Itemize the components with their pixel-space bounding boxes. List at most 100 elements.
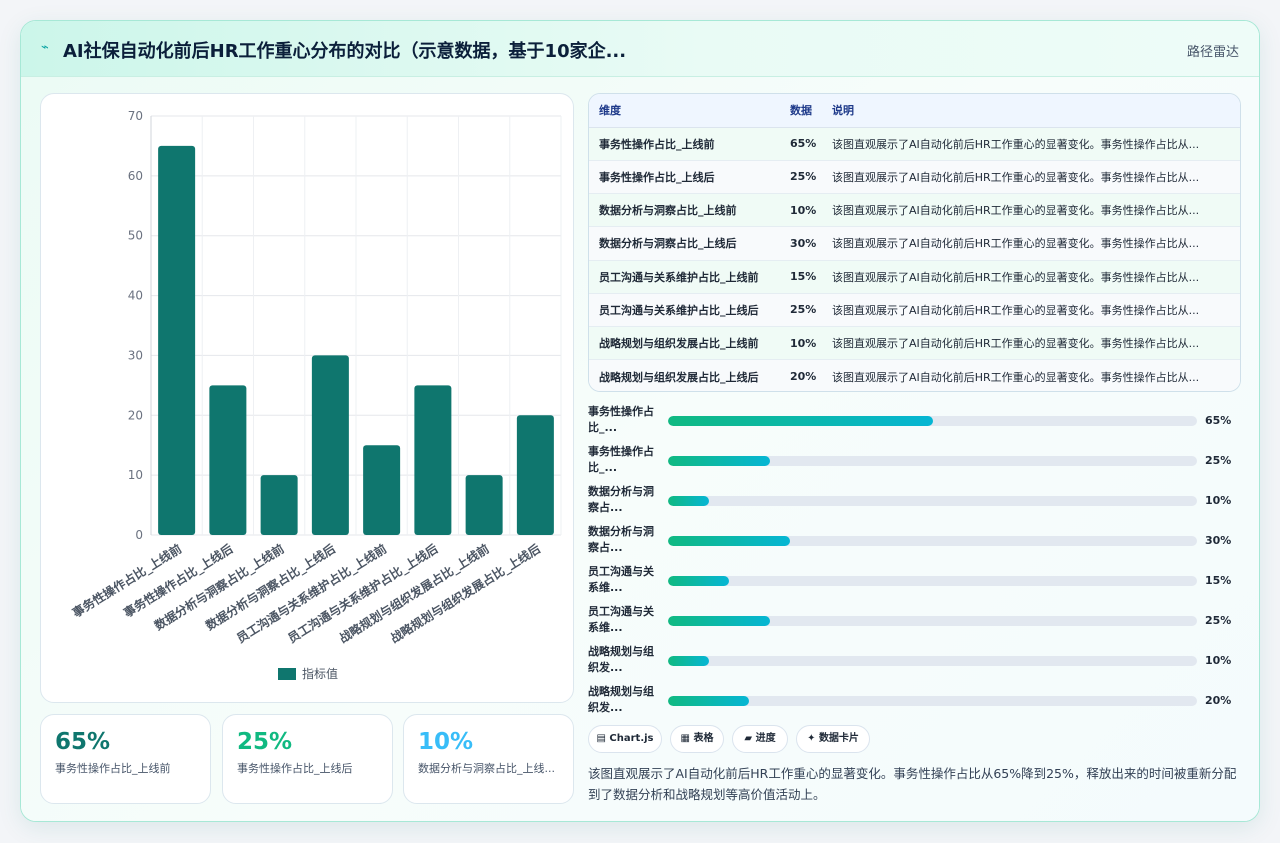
progress-track bbox=[668, 656, 1197, 666]
progress-row: 数据分析与洞察占... 30% bbox=[588, 521, 1241, 561]
progress-track bbox=[668, 456, 1197, 466]
kpi-value: 10% bbox=[418, 729, 474, 755]
progress-icon: ▰ bbox=[744, 733, 753, 744]
chip-data-card[interactable]: ✦ 数据卡片 bbox=[796, 725, 870, 753]
table-cell-value: 15% bbox=[780, 260, 822, 294]
y-tick-label: 20 bbox=[128, 408, 143, 422]
legend-label: 指标值 bbox=[302, 666, 338, 681]
y-tick-label: 70 bbox=[128, 109, 143, 123]
bolt-icon: ⌁ bbox=[41, 40, 49, 55]
table-row: 数据分析与洞察占比_上线后 30% 该图直观展示了AI自动化前后HR工作重心的显… bbox=[589, 226, 1240, 261]
progress-label: 战略规划与组织发... bbox=[588, 685, 654, 714]
table-row: 员工沟通与关系维护占比_上线前 15% 该图直观展示了AI自动化前后HR工作重心… bbox=[589, 260, 1240, 294]
chip-label: 数据卡片 bbox=[818, 733, 859, 744]
legend-swatch bbox=[278, 668, 296, 680]
table-icon: ▦ bbox=[680, 733, 690, 744]
progress-track bbox=[668, 616, 1197, 626]
progress-label: 事务性操作占比_... bbox=[588, 445, 654, 474]
progress-row: 数据分析与洞察占... 10% bbox=[588, 481, 1241, 521]
kpi-label: 数据分析与洞察占比_上线... bbox=[418, 762, 555, 775]
y-tick-label: 10 bbox=[128, 468, 143, 482]
y-tick-label: 0 bbox=[135, 528, 143, 542]
y-tick-label: 60 bbox=[128, 169, 143, 183]
data-table-panel: 维度 数据 说明 事务性操作占比_上线前 65% 该图直观展示了AI自动化前后H… bbox=[588, 93, 1241, 392]
kpi-label: 事务性操作占比_上线前 bbox=[55, 762, 171, 775]
progress-row: 战略规划与组织发... 20% bbox=[588, 681, 1241, 721]
table-cell-note: 该图直观展示了AI自动化前后HR工作重心的显著变化。事务性操作占比从... bbox=[822, 127, 1240, 161]
table-cell-value: 65% bbox=[780, 127, 822, 161]
progress-track bbox=[668, 536, 1197, 546]
table-cell-note: 该图直观展示了AI自动化前后HR工作重心的显著变化。事务性操作占比从... bbox=[822, 226, 1240, 261]
progress-fill bbox=[668, 416, 933, 426]
card-icon: ✦ bbox=[807, 733, 816, 744]
table-cell-dimension: 战略规划与组织发展占比_上线后 bbox=[589, 359, 780, 391]
progress-value: 65% bbox=[1205, 414, 1232, 427]
chip-label: 表格 bbox=[693, 733, 714, 744]
page-title: AI社保自动化前后HR工作重心分布的对比（示意数据，基于10家企... bbox=[63, 41, 627, 62]
progress-fill bbox=[668, 496, 709, 506]
progress-row: 事务性操作占比_... 25% bbox=[588, 441, 1241, 481]
table-cell-value: 25% bbox=[780, 293, 822, 328]
table-header-row: 维度 数据 说明 bbox=[589, 94, 1240, 128]
chip-table[interactable]: ▦ 表格 bbox=[670, 725, 724, 753]
progress-value: 15% bbox=[1205, 574, 1232, 587]
progress-row: 员工沟通与关系维... 25% bbox=[588, 601, 1241, 641]
progress-label: 战略规划与组织发... bbox=[588, 645, 654, 674]
table-row: 事务性操作占比_上线前 65% 该图直观展示了AI自动化前后HR工作重心的显著变… bbox=[589, 127, 1240, 161]
progress-list: 事务性操作占比_... 65% 事务性操作占比_... 25% 数据分析与洞察占... 1… bbox=[588, 401, 1241, 721]
bar bbox=[363, 445, 401, 535]
progress-fill bbox=[668, 536, 791, 546]
chip-chartjs[interactable]: ▤ Chart.js bbox=[588, 725, 662, 753]
progress-value: 10% bbox=[1205, 494, 1232, 507]
chart-icon: ▤ bbox=[596, 733, 606, 744]
bar bbox=[516, 415, 554, 535]
progress-row: 事务性操作占比_... 65% bbox=[588, 401, 1241, 441]
progress-value: 20% bbox=[1205, 694, 1232, 707]
bar bbox=[311, 355, 349, 535]
kpi-card: 10% 数据分析与洞察占比_上线... bbox=[403, 714, 574, 804]
table-cell-value: 10% bbox=[780, 193, 822, 228]
bar bbox=[209, 385, 247, 535]
y-tick-label: 50 bbox=[128, 229, 143, 243]
progress-fill bbox=[668, 576, 730, 586]
kpi-card: 25% 事务性操作占比_上线后 bbox=[222, 714, 393, 804]
progress-value: 25% bbox=[1205, 454, 1232, 467]
chart-description: 该图直观展示了AI自动化前后HR工作重心的显著变化。事务性操作占比从65%降到2… bbox=[588, 766, 1237, 802]
dashboard-card: ⌁ AI社保自动化前后HR工作重心分布的对比（示意数据，基于10家企... 路径… bbox=[20, 20, 1260, 822]
progress-fill bbox=[668, 656, 709, 666]
table-row: 数据分析与洞察占比_上线前 10% 该图直观展示了AI自动化前后HR工作重心的显… bbox=[589, 193, 1240, 228]
table-cell-dimension: 数据分析与洞察占比_上线前 bbox=[589, 193, 780, 228]
header-badge[interactable]: 路径雷达 bbox=[1186, 45, 1239, 60]
progress-track bbox=[668, 576, 1197, 586]
table-row: 战略规划与组织发展占比_上线后 20% 该图直观展示了AI自动化前后HR工作重心… bbox=[589, 359, 1240, 391]
progress-fill bbox=[668, 616, 770, 626]
kpi-value: 25% bbox=[237, 729, 293, 755]
table-cell-dimension: 员工沟通与关系维护占比_上线前 bbox=[589, 260, 780, 294]
table-cell-value: 20% bbox=[780, 359, 822, 391]
y-tick-label: 40 bbox=[128, 289, 143, 303]
column-header[interactable]: 数据 bbox=[780, 94, 822, 128]
table-cell-note: 该图直观展示了AI自动化前后HR工作重心的显著变化。事务性操作占比从... bbox=[822, 326, 1240, 361]
table-row: 战略规划与组织发展占比_上线前 10% 该图直观展示了AI自动化前后HR工作重心… bbox=[589, 326, 1240, 361]
header-bar: ⌁ AI社保自动化前后HR工作重心分布的对比（示意数据，基于10家企... 路径… bbox=[21, 21, 1259, 77]
y-tick-label: 30 bbox=[128, 348, 143, 362]
bar bbox=[260, 475, 298, 535]
table-cell-dimension: 事务性操作占比_上线后 bbox=[589, 160, 780, 195]
table-cell-dimension: 数据分析与洞察占比_上线后 bbox=[589, 226, 780, 261]
progress-value: 30% bbox=[1205, 534, 1232, 547]
progress-row: 员工沟通与关系维... 15% bbox=[588, 561, 1241, 601]
progress-label: 数据分析与洞察占... bbox=[588, 525, 654, 554]
progress-fill bbox=[668, 696, 750, 706]
bar bbox=[465, 475, 503, 535]
table-cell-value: 10% bbox=[780, 326, 822, 361]
progress-value: 25% bbox=[1205, 614, 1232, 627]
table-cell-dimension: 战略规划与组织发展占比_上线前 bbox=[589, 326, 780, 361]
column-header[interactable]: 维度 bbox=[589, 94, 780, 128]
progress-label: 员工沟通与关系维... bbox=[588, 565, 654, 594]
chip-progress[interactable]: ▰ 进度 bbox=[732, 725, 788, 753]
progress-value: 10% bbox=[1205, 654, 1232, 667]
column-header[interactable]: 说明 bbox=[822, 94, 1240, 128]
table-row: 员工沟通与关系维护占比_上线后 25% 该图直观展示了AI自动化前后HR工作重心… bbox=[589, 293, 1240, 328]
progress-fill bbox=[668, 456, 770, 466]
progress-label: 员工沟通与关系维... bbox=[588, 605, 654, 634]
